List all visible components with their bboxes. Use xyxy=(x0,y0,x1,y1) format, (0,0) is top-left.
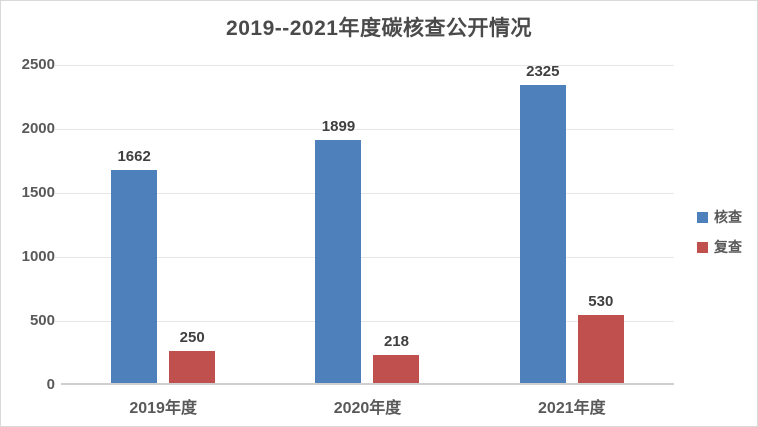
y-axis-tick-label: 500 xyxy=(29,312,55,329)
x-axis-category-label: 2021年度 xyxy=(538,400,606,417)
bar-with-label-verification: 1899 xyxy=(315,117,362,383)
chart-title: 2019--2021年度碳核查公开情况 xyxy=(226,17,532,40)
gridline xyxy=(55,64,674,66)
gridline xyxy=(55,256,674,258)
bar-recheck xyxy=(577,315,624,383)
gridline xyxy=(55,192,674,194)
y-axis-tick-label: 2000 xyxy=(21,120,55,137)
bar-with-label-verification: 1662 xyxy=(111,148,158,383)
bar-value-label: 1899 xyxy=(321,117,356,135)
bar-with-label-recheck: 530 xyxy=(577,293,624,383)
bar-group: 1662 250 xyxy=(61,65,265,383)
legend-label: 核查 xyxy=(714,209,742,225)
bar-value-label: 2325 xyxy=(526,63,560,81)
y-axis-tick-label: 0 xyxy=(46,376,55,393)
y-axis-tick-label: 1000 xyxy=(21,248,55,265)
bar-verification xyxy=(519,85,566,383)
bar-group: 1899 218 xyxy=(265,65,469,383)
legend-swatch-verification xyxy=(697,211,708,223)
bar-recheck xyxy=(373,355,420,383)
bar-value-label: 218 xyxy=(383,333,409,351)
legend: 核查 复查 xyxy=(697,207,742,257)
plot-area: 1662 250 1899 218 2325 530 xyxy=(55,63,674,385)
bar-with-label-verification: 2325 xyxy=(519,63,566,383)
legend-item-recheck: 复查 xyxy=(697,237,742,257)
y-axis-tick-label: 2500 xyxy=(21,56,55,73)
bar-with-label-recheck: 250 xyxy=(169,329,216,383)
gridline xyxy=(55,320,674,322)
y-axis-tick-label: 1500 xyxy=(21,184,55,201)
bar-value-label: 1662 xyxy=(117,148,151,166)
bar-value-label: 250 xyxy=(179,329,205,346)
gridline xyxy=(55,128,674,130)
x-axis-category-label: 2019年度 xyxy=(129,400,197,417)
bar-with-label-recheck: 218 xyxy=(373,333,420,383)
bar-value-label: 530 xyxy=(588,293,614,311)
bar-recheck xyxy=(169,351,216,383)
legend-swatch-recheck xyxy=(697,241,708,253)
legend-item-verification: 核查 xyxy=(697,207,742,227)
x-axis-category-label: 2020年度 xyxy=(333,400,402,417)
legend-label: 复查 xyxy=(714,239,742,255)
bar-verification xyxy=(111,170,158,383)
bar-group: 2325 530 xyxy=(470,63,674,383)
bar-verification xyxy=(315,139,362,383)
